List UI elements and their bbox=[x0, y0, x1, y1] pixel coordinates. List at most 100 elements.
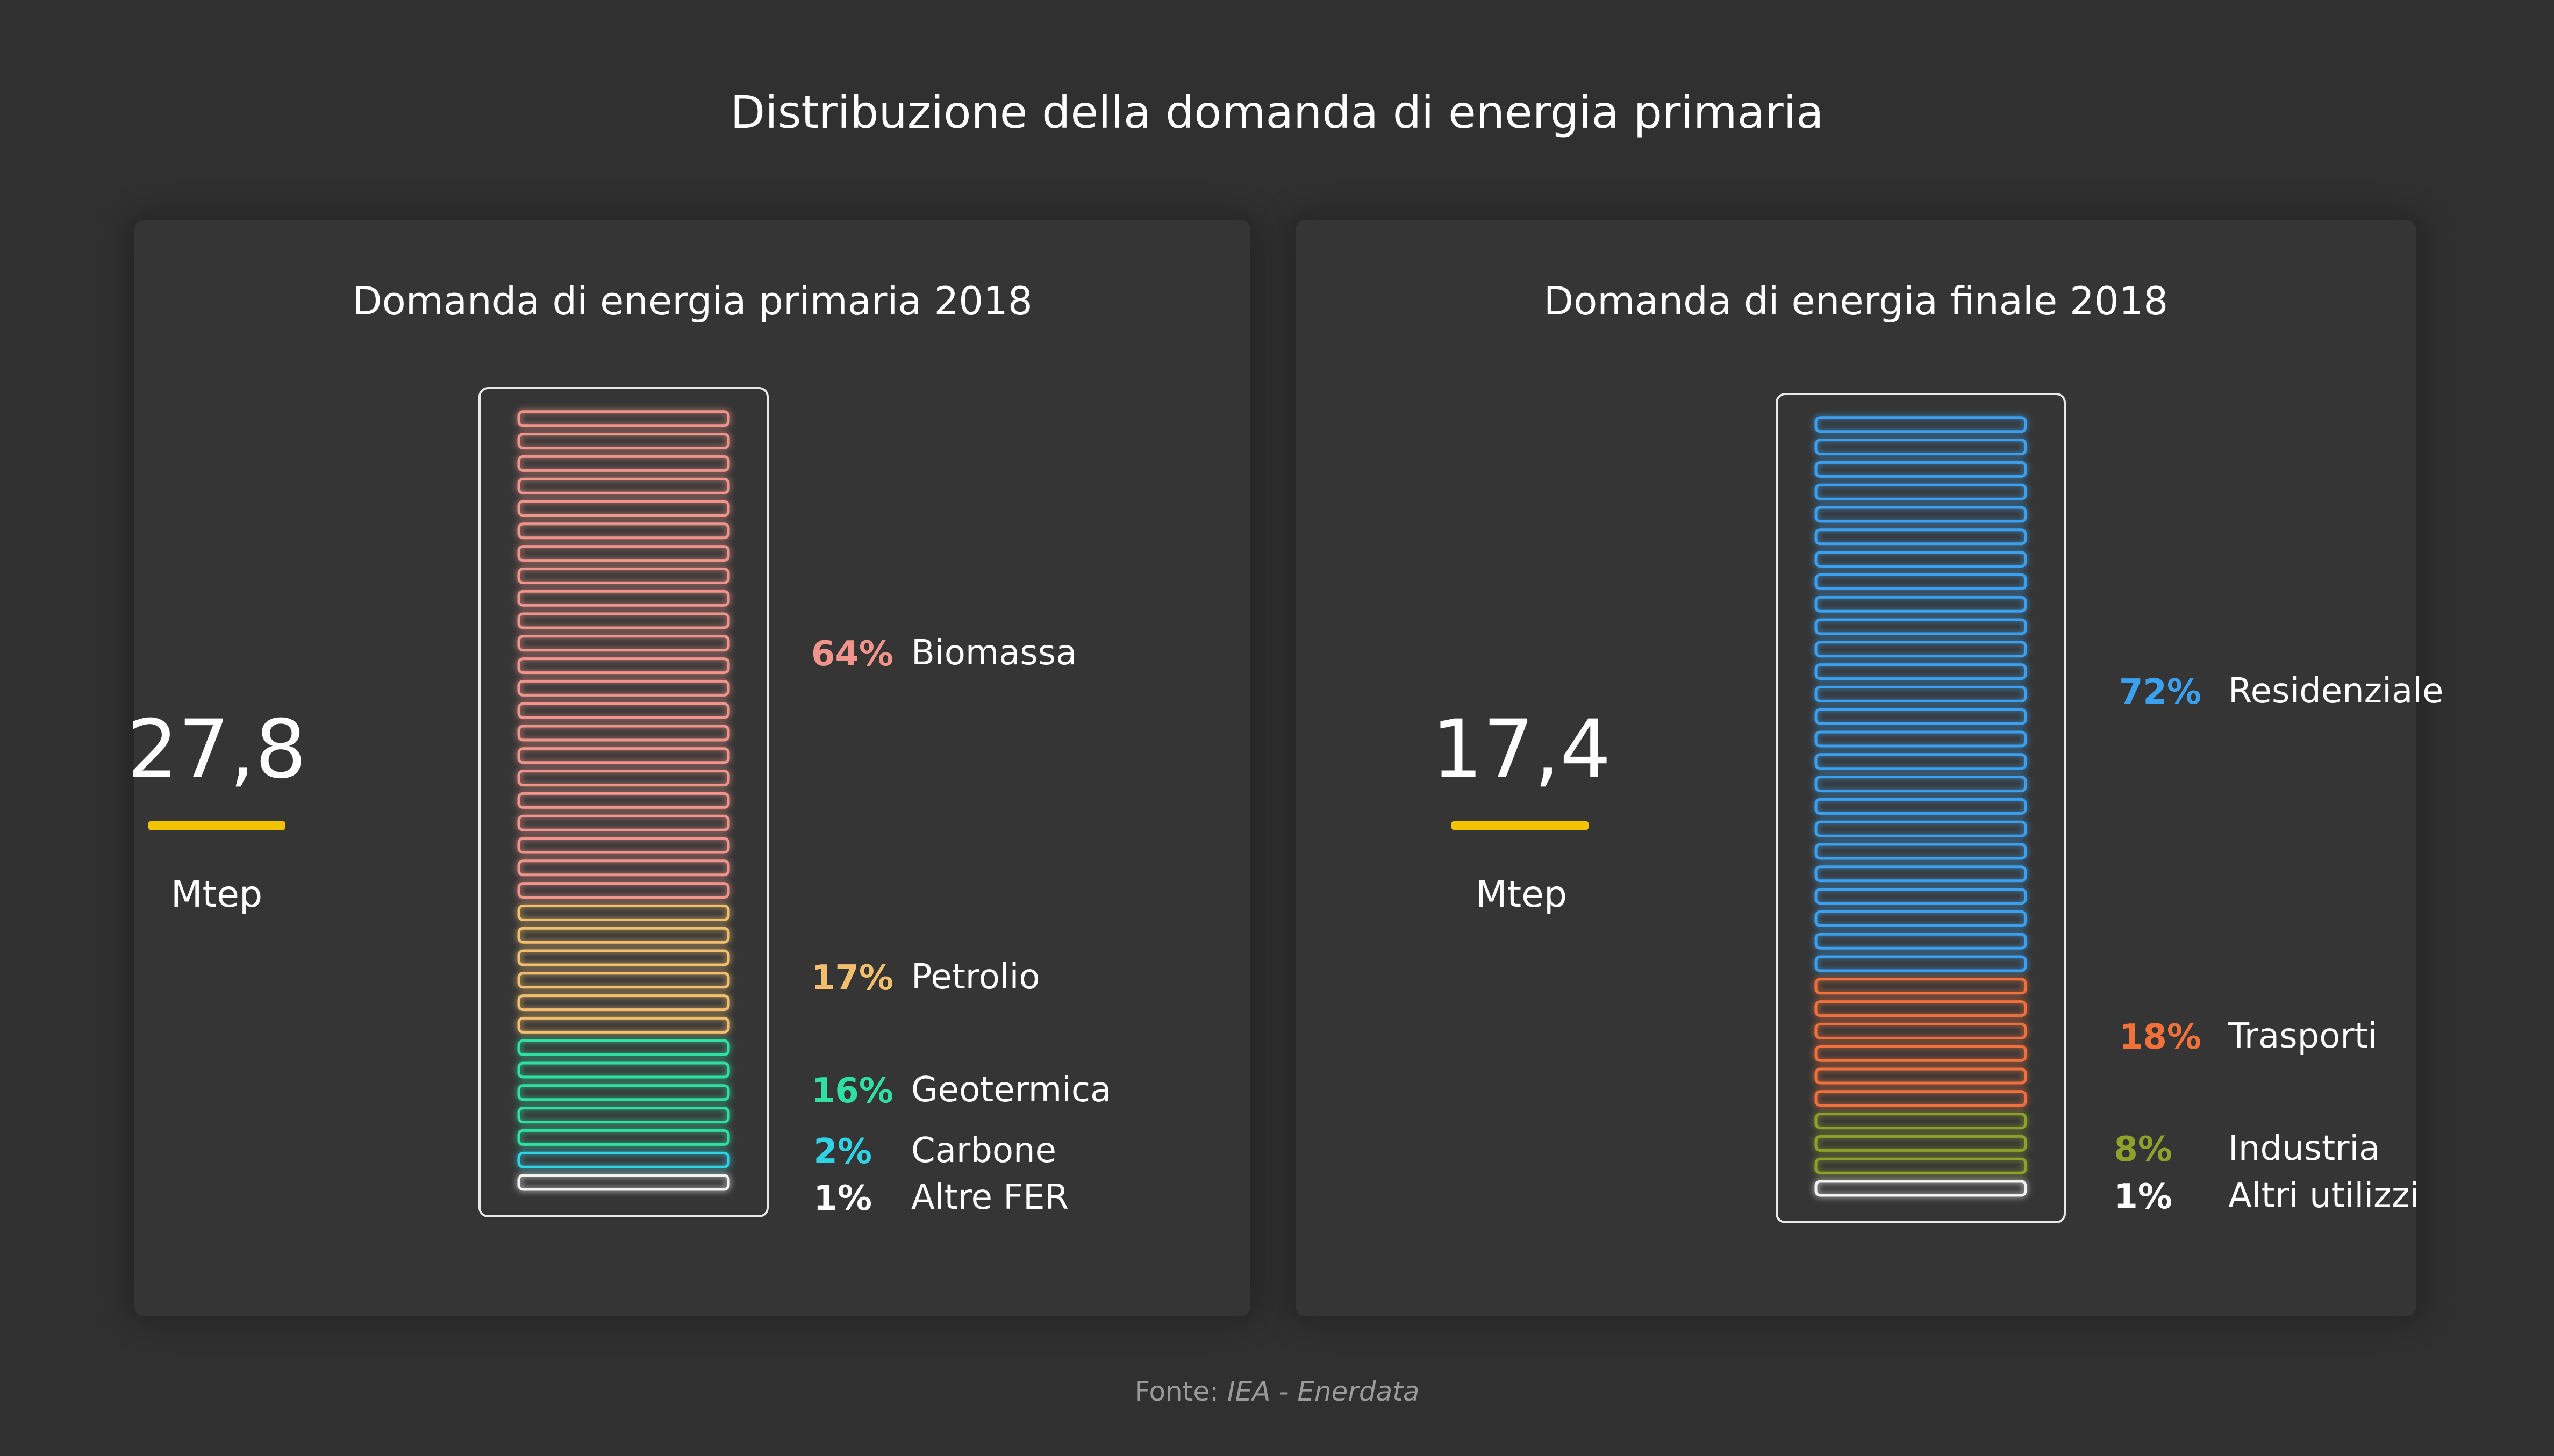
legend-percent: 72% bbox=[2119, 672, 2201, 712]
stripe-biomassa bbox=[517, 410, 730, 427]
total-unit: Mtep bbox=[170, 873, 263, 916]
stripe-biomassa bbox=[517, 792, 730, 809]
total-value: 27,8 bbox=[127, 703, 306, 797]
total-accent-bar bbox=[1451, 821, 1589, 830]
stripe-biomassa bbox=[517, 612, 730, 629]
stripe-biomassa bbox=[517, 770, 730, 787]
stacked-column-frame bbox=[478, 387, 769, 1217]
legend-label: Industria bbox=[2228, 1129, 2380, 1168]
total-value: 17,4 bbox=[1432, 703, 1611, 797]
footer-prefix: Fonte: bbox=[1134, 1376, 1219, 1407]
stripes-final bbox=[1814, 416, 2027, 1197]
stripe-altri-utilizzi bbox=[1814, 1180, 2027, 1197]
stripe-biomassa bbox=[517, 635, 730, 652]
stripe-geotermica bbox=[517, 1084, 730, 1101]
stripe-residenziale bbox=[1814, 910, 2027, 927]
stripe-residenziale bbox=[1814, 416, 2027, 433]
stripe-trasporti bbox=[1814, 1067, 2027, 1085]
stripe-residenziale bbox=[1814, 776, 2027, 793]
stacked-column-frame bbox=[1776, 393, 2066, 1223]
panel-title: Domanda di energia primaria 2018 bbox=[352, 278, 1033, 324]
legend-label: Altri utilizzi bbox=[2228, 1176, 2420, 1216]
total-unit: Mtep bbox=[1475, 873, 1568, 916]
stripe-biomassa bbox=[517, 657, 730, 675]
stripe-biomassa bbox=[517, 725, 730, 742]
stripe-residenziale bbox=[1814, 888, 2027, 905]
stripe-biomassa bbox=[517, 882, 730, 899]
legend-percent: 16% bbox=[811, 1071, 893, 1111]
legend-percent: 8% bbox=[2114, 1130, 2172, 1170]
stripe-residenziale bbox=[1814, 528, 2027, 546]
stripe-altre-fer bbox=[517, 1174, 730, 1191]
legend-label: Biomassa bbox=[911, 633, 1077, 673]
legend-percent: 1% bbox=[2114, 1177, 2172, 1217]
legend-percent: 64% bbox=[811, 634, 893, 674]
stripe-trasporti bbox=[1814, 1022, 2027, 1039]
stripe-industria bbox=[1814, 1113, 2027, 1130]
legend-label: Trasporti bbox=[2228, 1016, 2378, 1056]
legend-label: Geotermica bbox=[911, 1070, 1112, 1110]
stripe-residenziale bbox=[1814, 955, 2027, 972]
stripe-biomassa bbox=[517, 859, 730, 877]
stripe-biomassa bbox=[517, 747, 730, 764]
stripe-residenziale bbox=[1814, 798, 2027, 815]
stripe-residenziale bbox=[1814, 641, 2027, 658]
legend-percent: 18% bbox=[2119, 1017, 2201, 1057]
legend-label: Petrolio bbox=[911, 957, 1040, 997]
stripe-petrolio bbox=[517, 972, 730, 989]
footer-source-iea: IEA bbox=[1227, 1376, 1271, 1407]
stripe-trasporti bbox=[1814, 1045, 2027, 1062]
stripe-residenziale bbox=[1814, 753, 2027, 770]
stripe-petrolio bbox=[517, 994, 730, 1012]
stripe-residenziale bbox=[1814, 663, 2027, 680]
stripe-residenziale bbox=[1814, 933, 2027, 950]
stripe-biomassa bbox=[517, 500, 730, 517]
stripe-geotermica bbox=[517, 1039, 730, 1056]
stripe-biomassa bbox=[517, 477, 730, 494]
stripe-geotermica bbox=[517, 1107, 730, 1124]
stripe-residenziale bbox=[1814, 439, 2027, 456]
stripe-biomassa bbox=[517, 679, 730, 697]
legend-percent: 17% bbox=[811, 958, 893, 998]
footer-source-enerdata: Enerdata bbox=[1297, 1376, 1420, 1407]
stripe-residenziale bbox=[1814, 461, 2027, 478]
stripe-biomassa bbox=[517, 590, 730, 607]
stripe-trasporti bbox=[1814, 1000, 2027, 1017]
legend-percent: 1% bbox=[813, 1179, 872, 1218]
stripe-residenziale bbox=[1814, 506, 2027, 523]
stripe-biomassa bbox=[517, 545, 730, 562]
stripe-biomassa bbox=[517, 433, 730, 450]
legend-label: Residenziale bbox=[2228, 671, 2444, 711]
stripe-residenziale bbox=[1814, 573, 2027, 590]
stripe-residenziale bbox=[1814, 708, 2027, 725]
legend-label: Carbone bbox=[911, 1131, 1056, 1171]
footer-separator: - bbox=[1270, 1376, 1298, 1407]
stripe-residenziale bbox=[1814, 483, 2027, 500]
stripe-industria bbox=[1814, 1157, 2027, 1174]
stripe-carbone bbox=[517, 1151, 730, 1168]
stripe-biomassa bbox=[517, 522, 730, 540]
source-footer: Fonte: IEA - Enerdata bbox=[0, 1376, 2554, 1407]
main-title: Distribuzione della domanda di energia p… bbox=[730, 86, 1824, 139]
legend-percent: 2% bbox=[813, 1132, 872, 1172]
stripe-biomassa bbox=[517, 837, 730, 854]
stripe-petrolio bbox=[517, 904, 730, 921]
stripe-petrolio bbox=[517, 927, 730, 944]
stripe-residenziale bbox=[1814, 730, 2027, 748]
panel-primary-demand: Domanda di energia primaria 2018 bbox=[134, 220, 1250, 1316]
stripe-biomassa bbox=[517, 455, 730, 472]
panel-title: Domanda di energia finale 2018 bbox=[1543, 278, 2169, 324]
stripe-residenziale bbox=[1814, 596, 2027, 613]
stripe-industria bbox=[1814, 1135, 2027, 1152]
stripe-petrolio bbox=[517, 949, 730, 966]
panel-final-demand: Domanda di energia finale 2018 bbox=[1296, 220, 2416, 1316]
stripe-geotermica bbox=[517, 1061, 730, 1079]
stripe-residenziale bbox=[1814, 820, 2027, 837]
stripe-residenziale bbox=[1814, 551, 2027, 568]
stripe-biomassa bbox=[517, 814, 730, 831]
stripe-residenziale bbox=[1814, 865, 2027, 883]
stripe-residenziale bbox=[1814, 843, 2027, 860]
stripe-trasporti bbox=[1814, 1090, 2027, 1107]
total-accent-bar bbox=[148, 821, 285, 830]
